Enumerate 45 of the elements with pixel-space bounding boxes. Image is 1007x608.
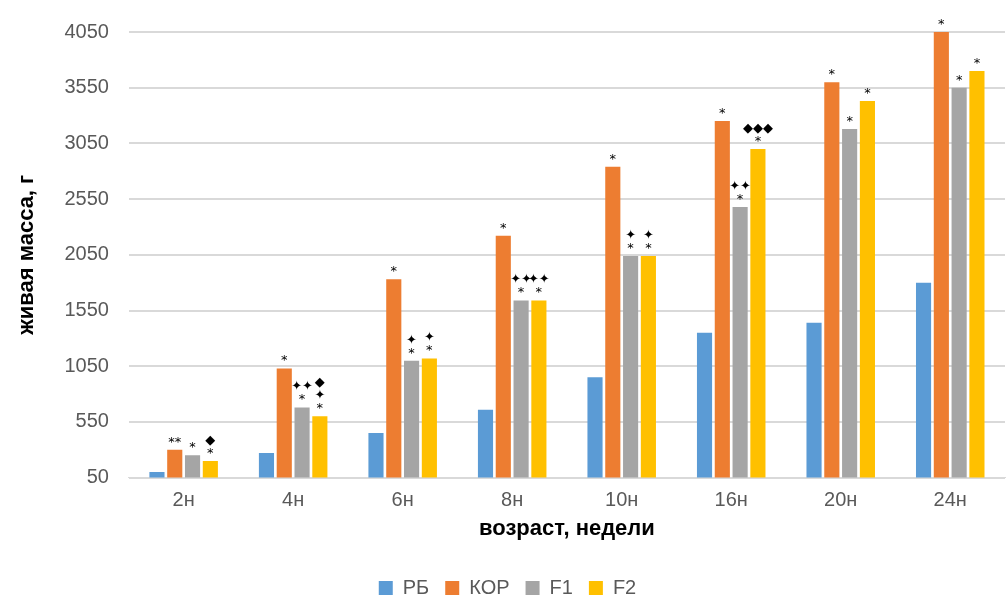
y-tick-label: 4050 [64,19,109,42]
data-label: ✦✦ * [729,177,752,206]
data-label: ✦ * [625,226,637,255]
data-label: * [864,85,871,101]
data-label: * [955,71,963,87]
data-label: ◆◆◆ * [742,119,773,148]
data-label: * [828,66,836,82]
y-tick-label: 2550 [64,186,109,209]
data-label: * [390,263,398,279]
data-label: * [938,16,945,31]
data-label: * [719,105,726,121]
x-tick-label: 20н [824,488,858,511]
data-label: ✦✦ * [291,378,313,407]
y-tick-label: 50 [86,465,109,488]
x-tick-label: 4н [282,488,305,511]
legend-label: F1 [549,575,573,598]
x-tick-label: 6н [391,488,414,511]
data-label: * [281,352,288,368]
x-tick-label: 10н [605,488,639,511]
data-label: ✦ * [642,226,654,255]
data-label: * [973,54,981,70]
x-axis-title: возраст, недели [479,514,655,540]
data-label: * [500,219,507,235]
x-tick-label: 16н [714,488,748,511]
data-label: ◆ ✦ * [314,374,326,416]
data-label: ◆ * [205,431,216,460]
y-tick-label: 1050 [64,353,109,376]
y-tick-label: 3050 [64,130,109,153]
data-label: ✦ * [406,331,418,360]
legend-label: F2 [612,575,637,598]
x-tick-label: 8н [501,488,524,511]
legend-label: РБ [402,575,430,598]
x-tick-label: 2н [172,488,195,511]
data-label: * [189,439,196,455]
y-axis-title: живая масса, г [13,174,39,336]
data-label: * [846,112,853,128]
x-tick-label: 24н [933,488,967,511]
y-tick-label: 1550 [64,298,109,321]
data-label: * [609,150,617,166]
y-tick-label: 2050 [64,242,109,265]
data-label: ✦ * [423,329,435,358]
data-label: ** [168,433,182,449]
legend-label: КОР [469,575,510,598]
y-tick-label: 3550 [64,75,109,98]
y-tick-label: 550 [75,409,109,432]
